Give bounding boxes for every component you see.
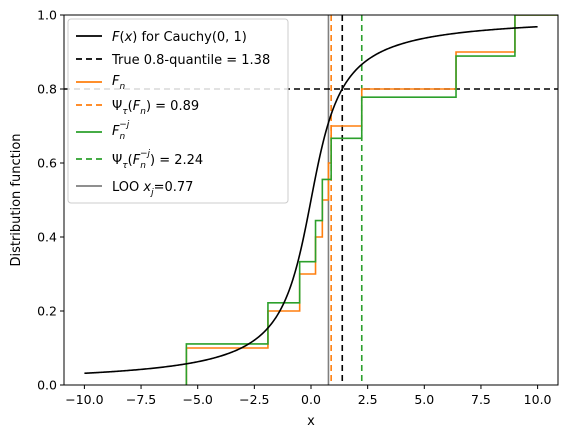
x-tick-label: 7.5: [471, 392, 491, 407]
fn-loo-step-line: [185, 15, 558, 385]
legend-label-fn: Fn: [112, 74, 125, 92]
x-tick-label: −5.0: [183, 392, 213, 407]
legend: F(x) for Cauchy(0, 1) True 0.8-quantile …: [67, 18, 289, 204]
legend-label-fn-loo: Fn−j: [112, 120, 130, 142]
y-tick-label: 0.4: [37, 230, 57, 245]
legend-label-psi-fn-loo: Ψτ(Fn−j) = 2.24: [112, 149, 203, 171]
y-tick-label: 0.6: [37, 156, 57, 171]
legend-label-psi-fn: Ψτ(Fn) = 0.89: [112, 99, 199, 117]
y-tick-label: 1.0: [37, 8, 57, 23]
x-axis-label: x: [307, 414, 315, 429]
x-tick-label: −2.5: [239, 392, 269, 407]
legend-box: [67, 18, 289, 204]
x-tick-label: 2.5: [358, 392, 378, 407]
x-tick-label: 10.0: [524, 392, 552, 407]
y-tick-label: 0.0: [37, 378, 57, 393]
cdf-curve: [84, 25, 538, 375]
x-tick-label: −10.0: [65, 392, 103, 407]
y-axis-label: Distribution function: [9, 133, 24, 266]
legend-label-cdf: F(x) for Cauchy(0, 1): [112, 30, 247, 45]
axis-layer: −10.0 −7.5 −5.0 −2.5 0.0 2.5 5.0 7.5 10.0 0.0 0.2 0…: [37, 8, 551, 408]
legend-label-loo-point: LOO xj=0.77: [112, 180, 193, 198]
y-tick-label: 0.2: [37, 304, 57, 319]
legend-label-true-quantile: True 0.8-quantile = 1.38: [111, 53, 270, 68]
x-tick-label: 5.0: [414, 392, 434, 407]
x-tick-label: 0.0: [301, 392, 321, 407]
y-tick-label: 0.8: [37, 82, 57, 97]
x-tick-label: −7.5: [126, 392, 156, 407]
